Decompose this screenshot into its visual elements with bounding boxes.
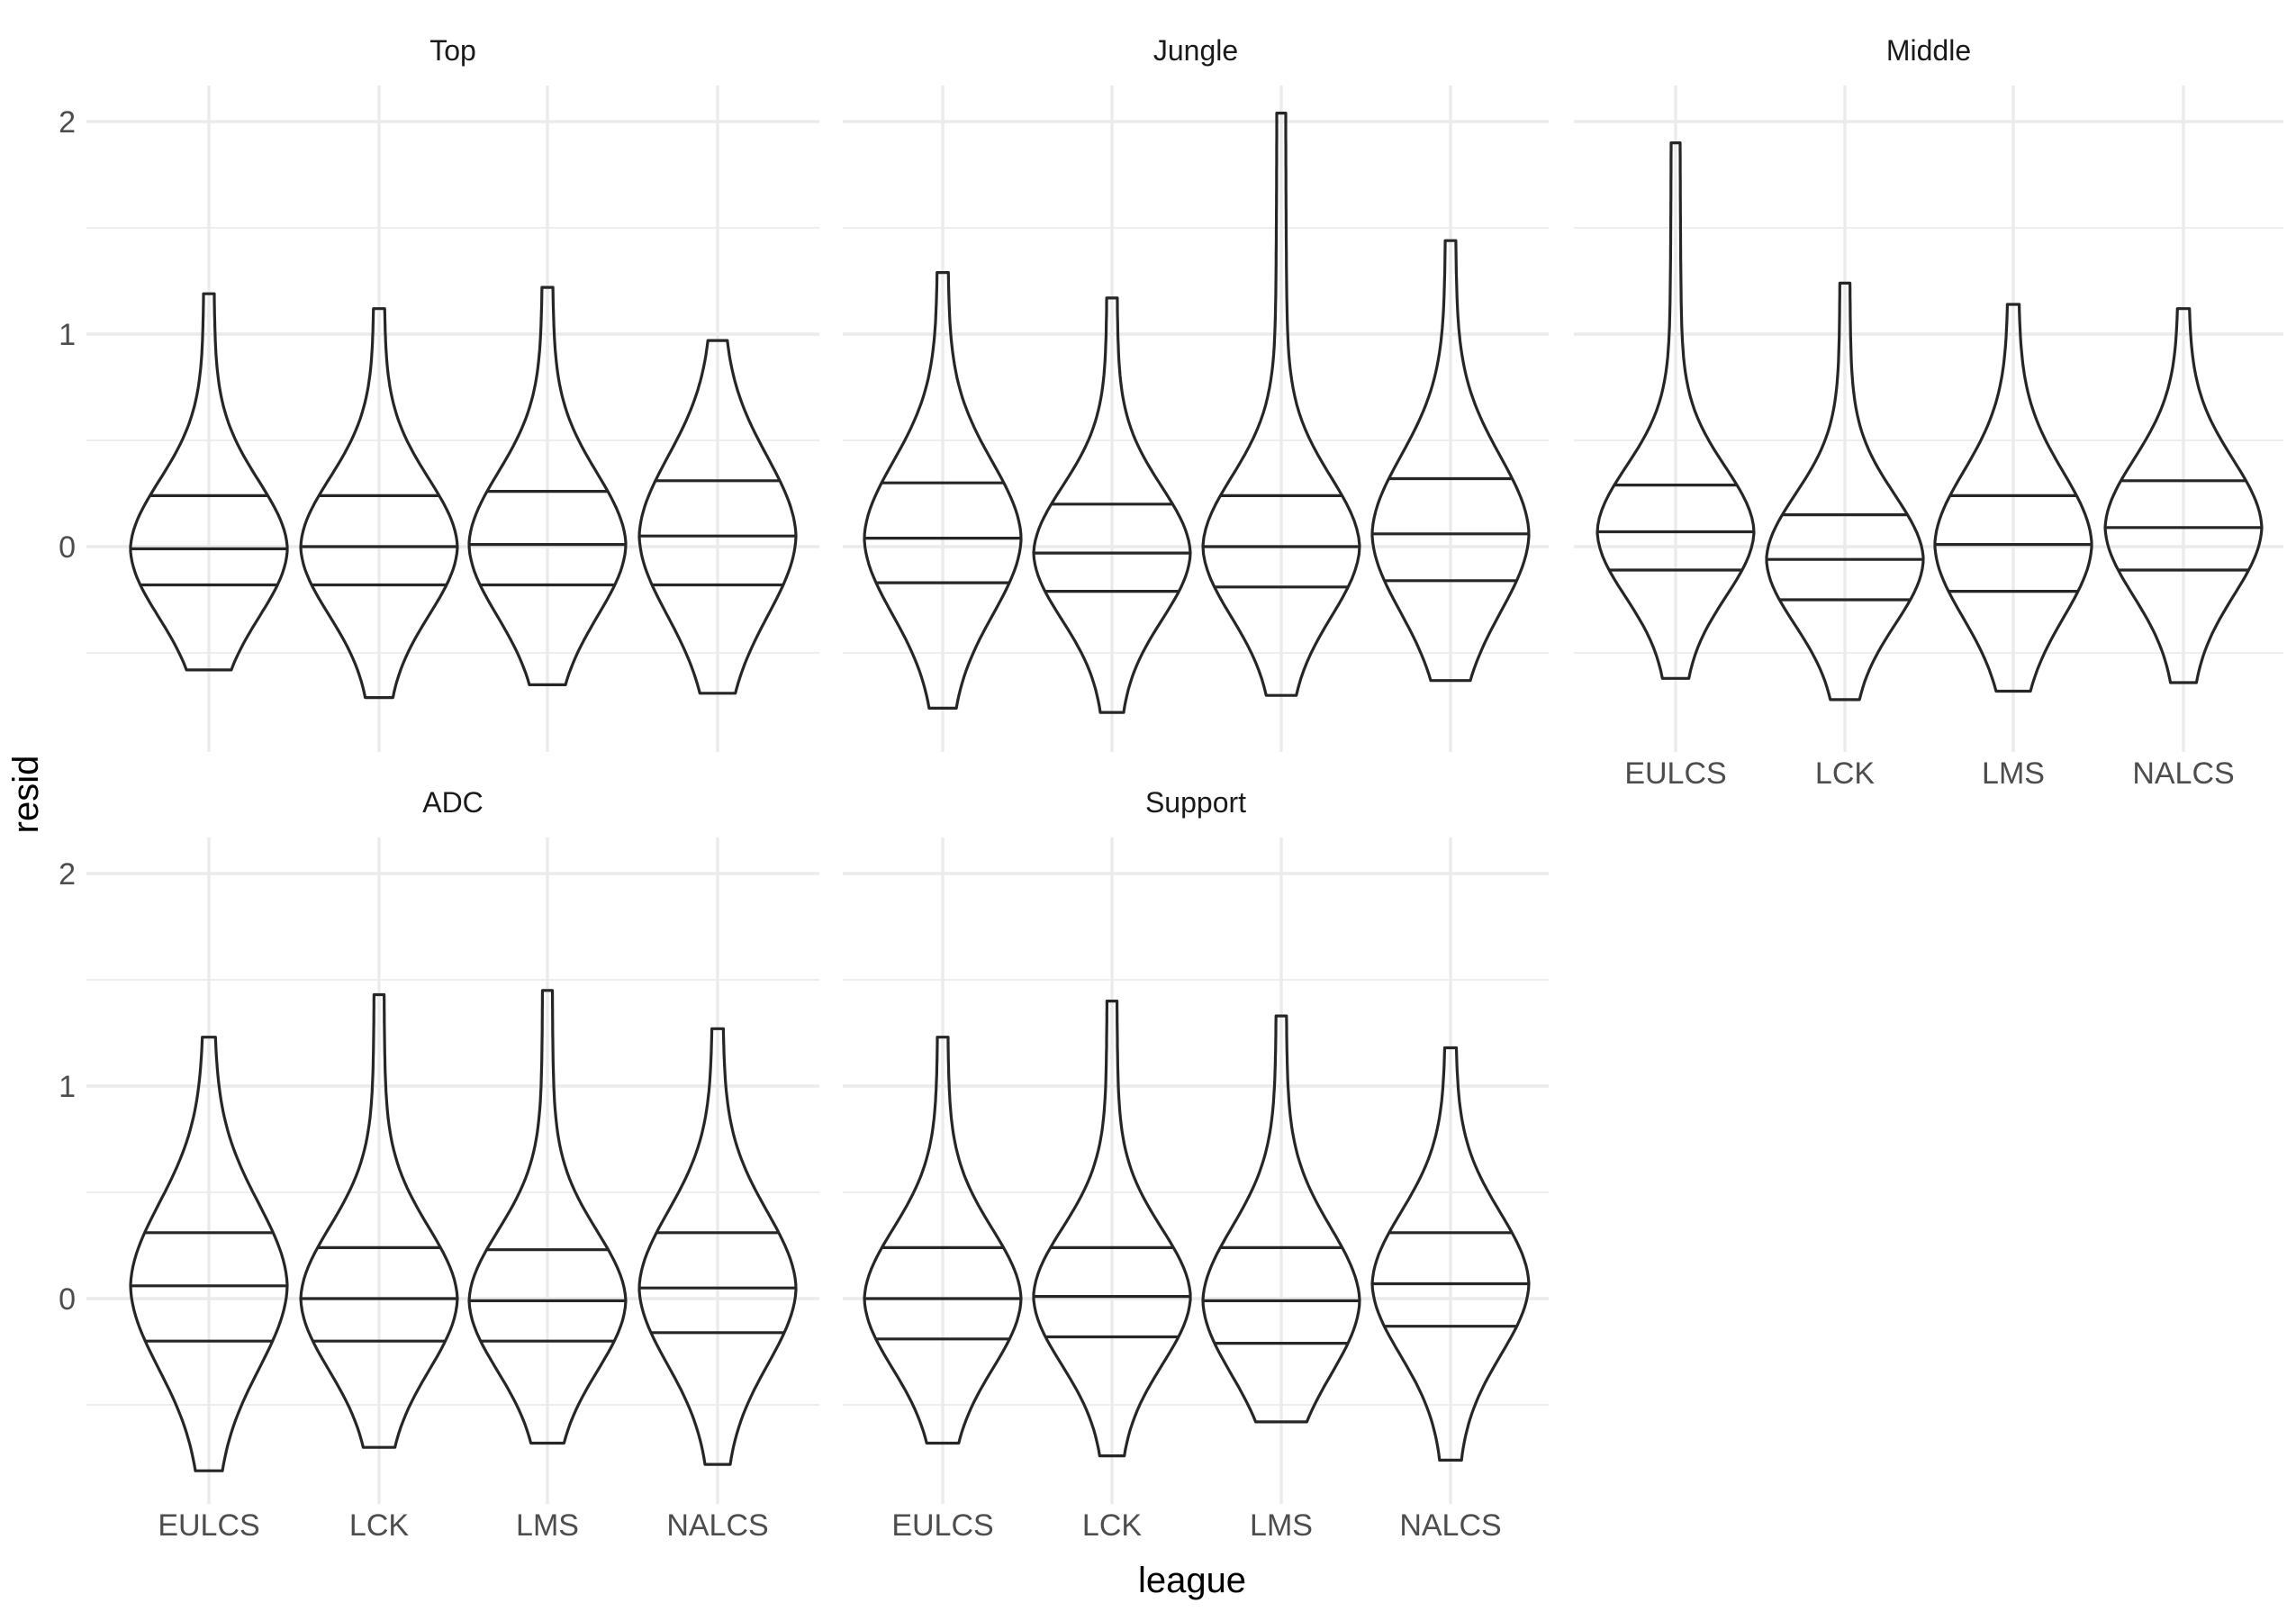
facet-panel-top: Top 0 1 2	[59, 34, 819, 752]
violin-outline	[637, 1027, 798, 1466]
violin-outline	[637, 339, 798, 695]
violin-lms	[1933, 303, 2093, 693]
violin-lms	[1201, 112, 1361, 697]
violin-eulcs	[129, 1036, 289, 1472]
violin-outline	[863, 271, 1023, 710]
x-tick-label: NALCS	[1399, 1508, 1501, 1543]
y-tick-label: 2	[59, 105, 76, 140]
x-tick-label: LMS	[1250, 1508, 1313, 1543]
x-tick-label: LMS	[1982, 756, 2045, 791]
violin-nalcs	[1370, 239, 1531, 683]
y-tick-label: 2	[59, 857, 76, 892]
violin-outline	[1032, 296, 1192, 714]
violin-lms	[467, 989, 628, 1445]
x-tick-label: EULCS	[1624, 756, 1726, 791]
violin-lck	[299, 992, 459, 1449]
violin-eulcs	[129, 292, 289, 672]
violin-outline	[1201, 112, 1361, 697]
facet-title: Support	[1145, 786, 1246, 819]
violin-eulcs	[863, 271, 1023, 710]
violin-outline	[1370, 239, 1531, 683]
y-tick-label: 1	[59, 1070, 76, 1104]
violin-eulcs	[863, 1036, 1023, 1445]
x-tick-label: EULCS	[158, 1508, 259, 1543]
violin-lms	[1201, 1014, 1361, 1424]
x-tick-label: LCK	[1815, 756, 1875, 791]
violin-nalcs	[1370, 1046, 1531, 1462]
violin-lck	[1032, 1000, 1192, 1458]
violin-nalcs	[637, 1027, 798, 1466]
y-tick-label: 1	[59, 318, 76, 352]
violin-outline	[1595, 141, 1756, 680]
facet-panel-jungle: Jungle	[843, 34, 1549, 752]
facet-title: Jungle	[1153, 34, 1238, 67]
violin-outline	[467, 989, 628, 1445]
facet-panel-adc: ADC 0 1 2 EULCS LCK LMS NALCS	[59, 786, 819, 1543]
x-tick-label: LMS	[516, 1508, 579, 1543]
x-tick-label: LCK	[349, 1508, 409, 1543]
facet-panel-middle: Middle EULCS LCK LMS NALCS	[1574, 34, 2283, 791]
facet-title: Middle	[1886, 34, 1971, 67]
x-tick-label: EULCS	[891, 1508, 993, 1543]
violin-outline	[2103, 307, 2264, 684]
violin-outline	[863, 1036, 1023, 1445]
facet-title: Top	[429, 34, 476, 67]
violin-outline	[1201, 1014, 1361, 1424]
facet-title: ADC	[422, 786, 484, 819]
facet-panels: Top 0 1 2 Jungle Middle EULCS LCK LMS NALCS ADC 0 1 2…	[59, 34, 2283, 1543]
x-tick-label: NALCS	[666, 1508, 768, 1543]
violin-lck	[1032, 296, 1192, 714]
violin-nalcs	[637, 339, 798, 695]
violin-lck	[1765, 281, 1925, 702]
violin-eulcs	[1595, 141, 1756, 680]
violin-outline	[1933, 303, 2093, 693]
violin-outline	[1032, 1000, 1192, 1458]
x-tick-label: LCK	[1082, 1508, 1142, 1543]
violin-outline	[299, 992, 459, 1449]
violin-outline	[299, 307, 459, 700]
facet-panel-support: Support EULCS LCK LMS NALCS	[843, 786, 1549, 1543]
violin-nalcs	[2103, 307, 2264, 684]
violin-lms	[467, 285, 628, 686]
y-tick-label: 0	[59, 530, 76, 565]
y-tick-label: 0	[59, 1282, 76, 1317]
violin-outline	[467, 285, 628, 686]
x-axis-title: league	[1138, 1561, 1246, 1600]
violin-lck	[299, 307, 459, 700]
y-axis-title: resid	[6, 756, 46, 834]
x-tick-label: NALCS	[2132, 756, 2234, 791]
violin-outline	[129, 1036, 289, 1472]
